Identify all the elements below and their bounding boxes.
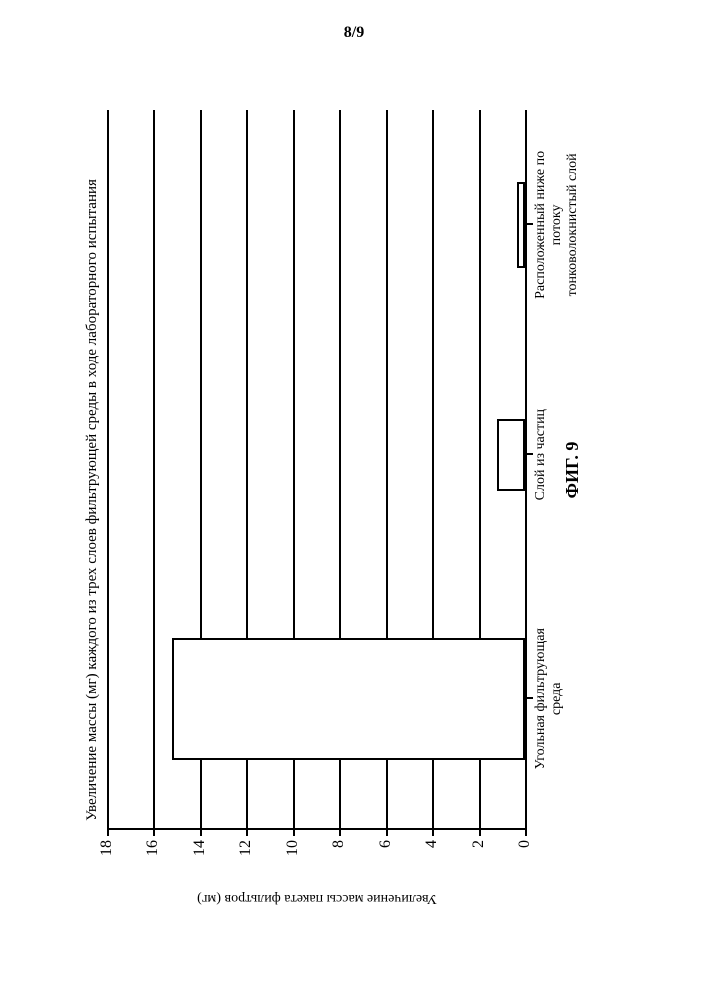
bar — [497, 419, 525, 491]
y-tick-label: 6 — [377, 840, 395, 848]
y-axis-label: Увеличение массы пакета фильтров (мг) — [197, 890, 437, 906]
y-tick-label: 4 — [423, 840, 441, 848]
y-tick-label: 8 — [330, 840, 348, 848]
y-tick — [200, 828, 202, 836]
x-tick — [525, 697, 533, 699]
y-tick-label: 14 — [191, 840, 209, 856]
y-tick — [246, 828, 248, 836]
y-tick — [432, 828, 434, 836]
bar — [172, 638, 525, 760]
y-tick-label: 16 — [144, 840, 162, 856]
y-tick — [525, 828, 527, 836]
page-number: 8/9 — [0, 24, 708, 42]
y-tick-label: 0 — [516, 840, 534, 848]
bar — [517, 182, 525, 268]
plot: 024681012141618Угольная фильтрующаясреда… — [107, 110, 527, 830]
gridline — [153, 110, 155, 828]
y-tick-label: 2 — [470, 840, 488, 848]
plot-area: Увеличение массы пакета фильтров (мг) 02… — [107, 110, 527, 830]
x-tick — [525, 223, 533, 225]
x-tick — [525, 453, 533, 455]
x-category-label: Слой из частиц — [533, 380, 549, 530]
y-tick — [479, 828, 481, 836]
y-tick — [386, 828, 388, 836]
chart-title: Увеличение массы (мг) каждого из трех сл… — [84, 90, 101, 910]
y-tick — [293, 828, 295, 836]
gridline — [107, 110, 109, 828]
y-tick-label: 18 — [98, 840, 116, 856]
y-tick — [339, 828, 341, 836]
x-category-label: Угольная фильтрующаясреда — [533, 583, 565, 815]
chart-container: Увеличение массы (мг) каждого из трех сл… — [84, 90, 624, 910]
figure-caption: ФИГ. 9 — [562, 442, 583, 499]
y-tick — [153, 828, 155, 836]
y-tick — [107, 828, 109, 836]
x-category-label: Расположенный ниже по потокутонковолокни… — [533, 143, 581, 307]
y-tick-label: 10 — [284, 840, 302, 856]
y-tick-label: 12 — [237, 840, 255, 856]
